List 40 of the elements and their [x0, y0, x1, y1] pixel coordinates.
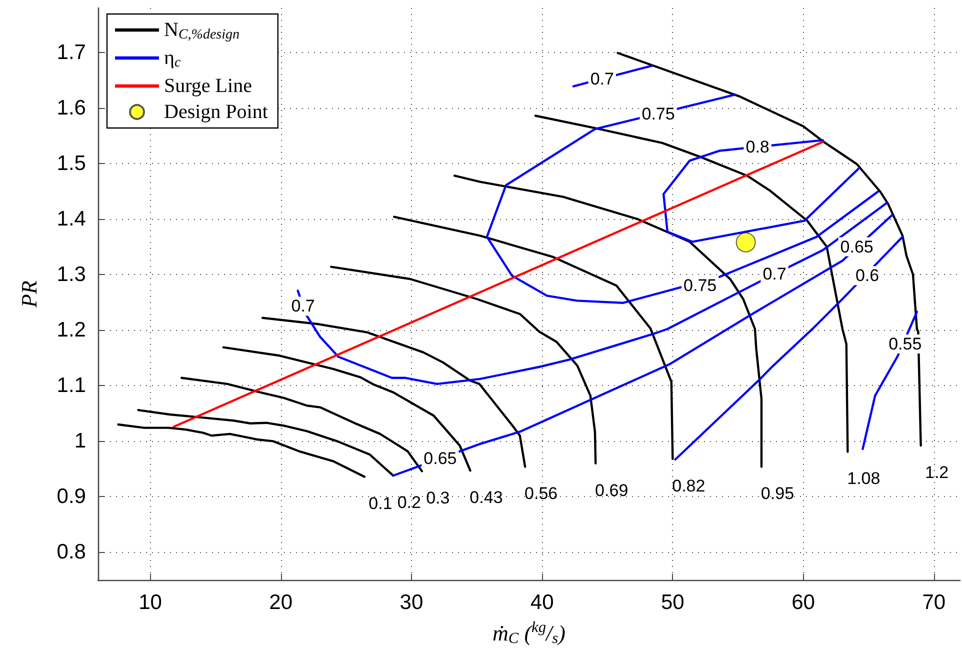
annotation: 0.8 — [746, 137, 770, 156]
annotation: 0.1 — [368, 494, 392, 514]
annotation: 0.7 — [590, 70, 614, 89]
annotation: 0.7 — [762, 264, 786, 284]
y-tick-label: 0.8 — [56, 540, 86, 564]
annotation: 0.75 — [684, 276, 717, 296]
y-axis-title: PR — [16, 280, 42, 308]
x-tick-label: 30 — [400, 591, 424, 614]
annotation: 0.6 — [855, 266, 880, 286]
annotation: 0.7 — [291, 296, 315, 316]
legend-label: Design Point — [164, 101, 268, 123]
annotation: 0.3 — [426, 488, 450, 508]
annotation: 0.43 — [470, 488, 503, 508]
x-tick-label: 40 — [530, 591, 554, 614]
y-tick-label: 0.9 — [56, 485, 86, 508]
annotation: 1.08 — [847, 469, 880, 488]
y-tick-label: 1 — [74, 430, 86, 453]
y-tick-label: 1.3 — [56, 263, 86, 286]
annotation: 0.82 — [672, 476, 706, 496]
annotation: 1.2 — [925, 463, 949, 482]
x-tick-label: 60 — [792, 591, 815, 614]
x-tick-label: 20 — [269, 591, 293, 614]
annotation: 0.75 — [642, 104, 675, 124]
y-tick-label: 1.1 — [56, 374, 86, 398]
x-tick-label: 10 — [138, 591, 162, 614]
annotation: 0.95 — [760, 484, 794, 504]
y-tick-label: 1.2 — [56, 318, 86, 342]
legend-label: Surge Line — [164, 75, 252, 97]
y-tick-label: 1.5 — [56, 152, 86, 175]
annotation: 0.2 — [397, 493, 421, 512]
annotation: 0.55 — [888, 334, 922, 354]
annotation: 0.69 — [595, 480, 628, 500]
y-tick-label: 1.6 — [56, 96, 86, 120]
y-tick-label: 1.4 — [56, 208, 86, 231]
x-tick-label: 50 — [660, 591, 684, 614]
y-tick-label: 1.7 — [56, 40, 86, 64]
x-tick-label: 70 — [922, 591, 946, 614]
annotation: 0.56 — [524, 484, 558, 504]
annotation: 0.65 — [840, 237, 874, 256]
annotation: 0.65 — [424, 448, 457, 468]
